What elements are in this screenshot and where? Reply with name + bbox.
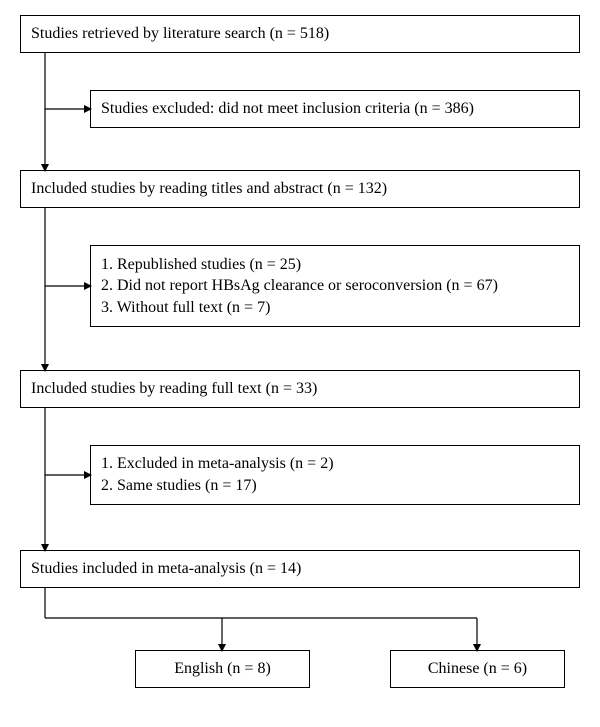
box-retrieved: Studies retrieved by literature search (… [20,15,580,53]
text-excl3-1: 1. Excluded in meta-analysis (n = 2) [101,453,334,475]
box-chinese: Chinese (n = 6) [390,650,565,688]
box-excl2: 1. Republished studies (n = 25) 2. Did n… [90,245,580,327]
text-fulltext: Included studies by reading full text (n… [31,378,317,400]
text-excl1: Studies excluded: did not meet inclusion… [101,98,474,120]
box-excl3: 1. Excluded in meta-analysis (n = 2) 2. … [90,445,580,505]
text-excl2-2: 2. Did not report HBsAg clearance or ser… [101,275,498,297]
box-meta: Studies included in meta-analysis (n = 1… [20,550,580,588]
text-titles: Included studies by reading titles and a… [31,178,387,200]
text-retrieved: Studies retrieved by literature search (… [31,23,329,45]
box-fulltext: Included studies by reading full text (n… [20,370,580,408]
text-english: English (n = 8) [174,658,271,680]
text-chinese: Chinese (n = 6) [428,658,527,680]
box-excl1: Studies excluded: did not meet inclusion… [90,90,580,128]
text-excl2-1: 1. Republished studies (n = 25) [101,254,301,276]
text-meta: Studies included in meta-analysis (n = 1… [31,558,301,580]
box-titles: Included studies by reading titles and a… [20,170,580,208]
text-excl3-2: 2. Same studies (n = 17) [101,475,257,497]
box-english: English (n = 8) [135,650,310,688]
text-excl2-3: 3. Without full text (n = 7) [101,297,270,319]
